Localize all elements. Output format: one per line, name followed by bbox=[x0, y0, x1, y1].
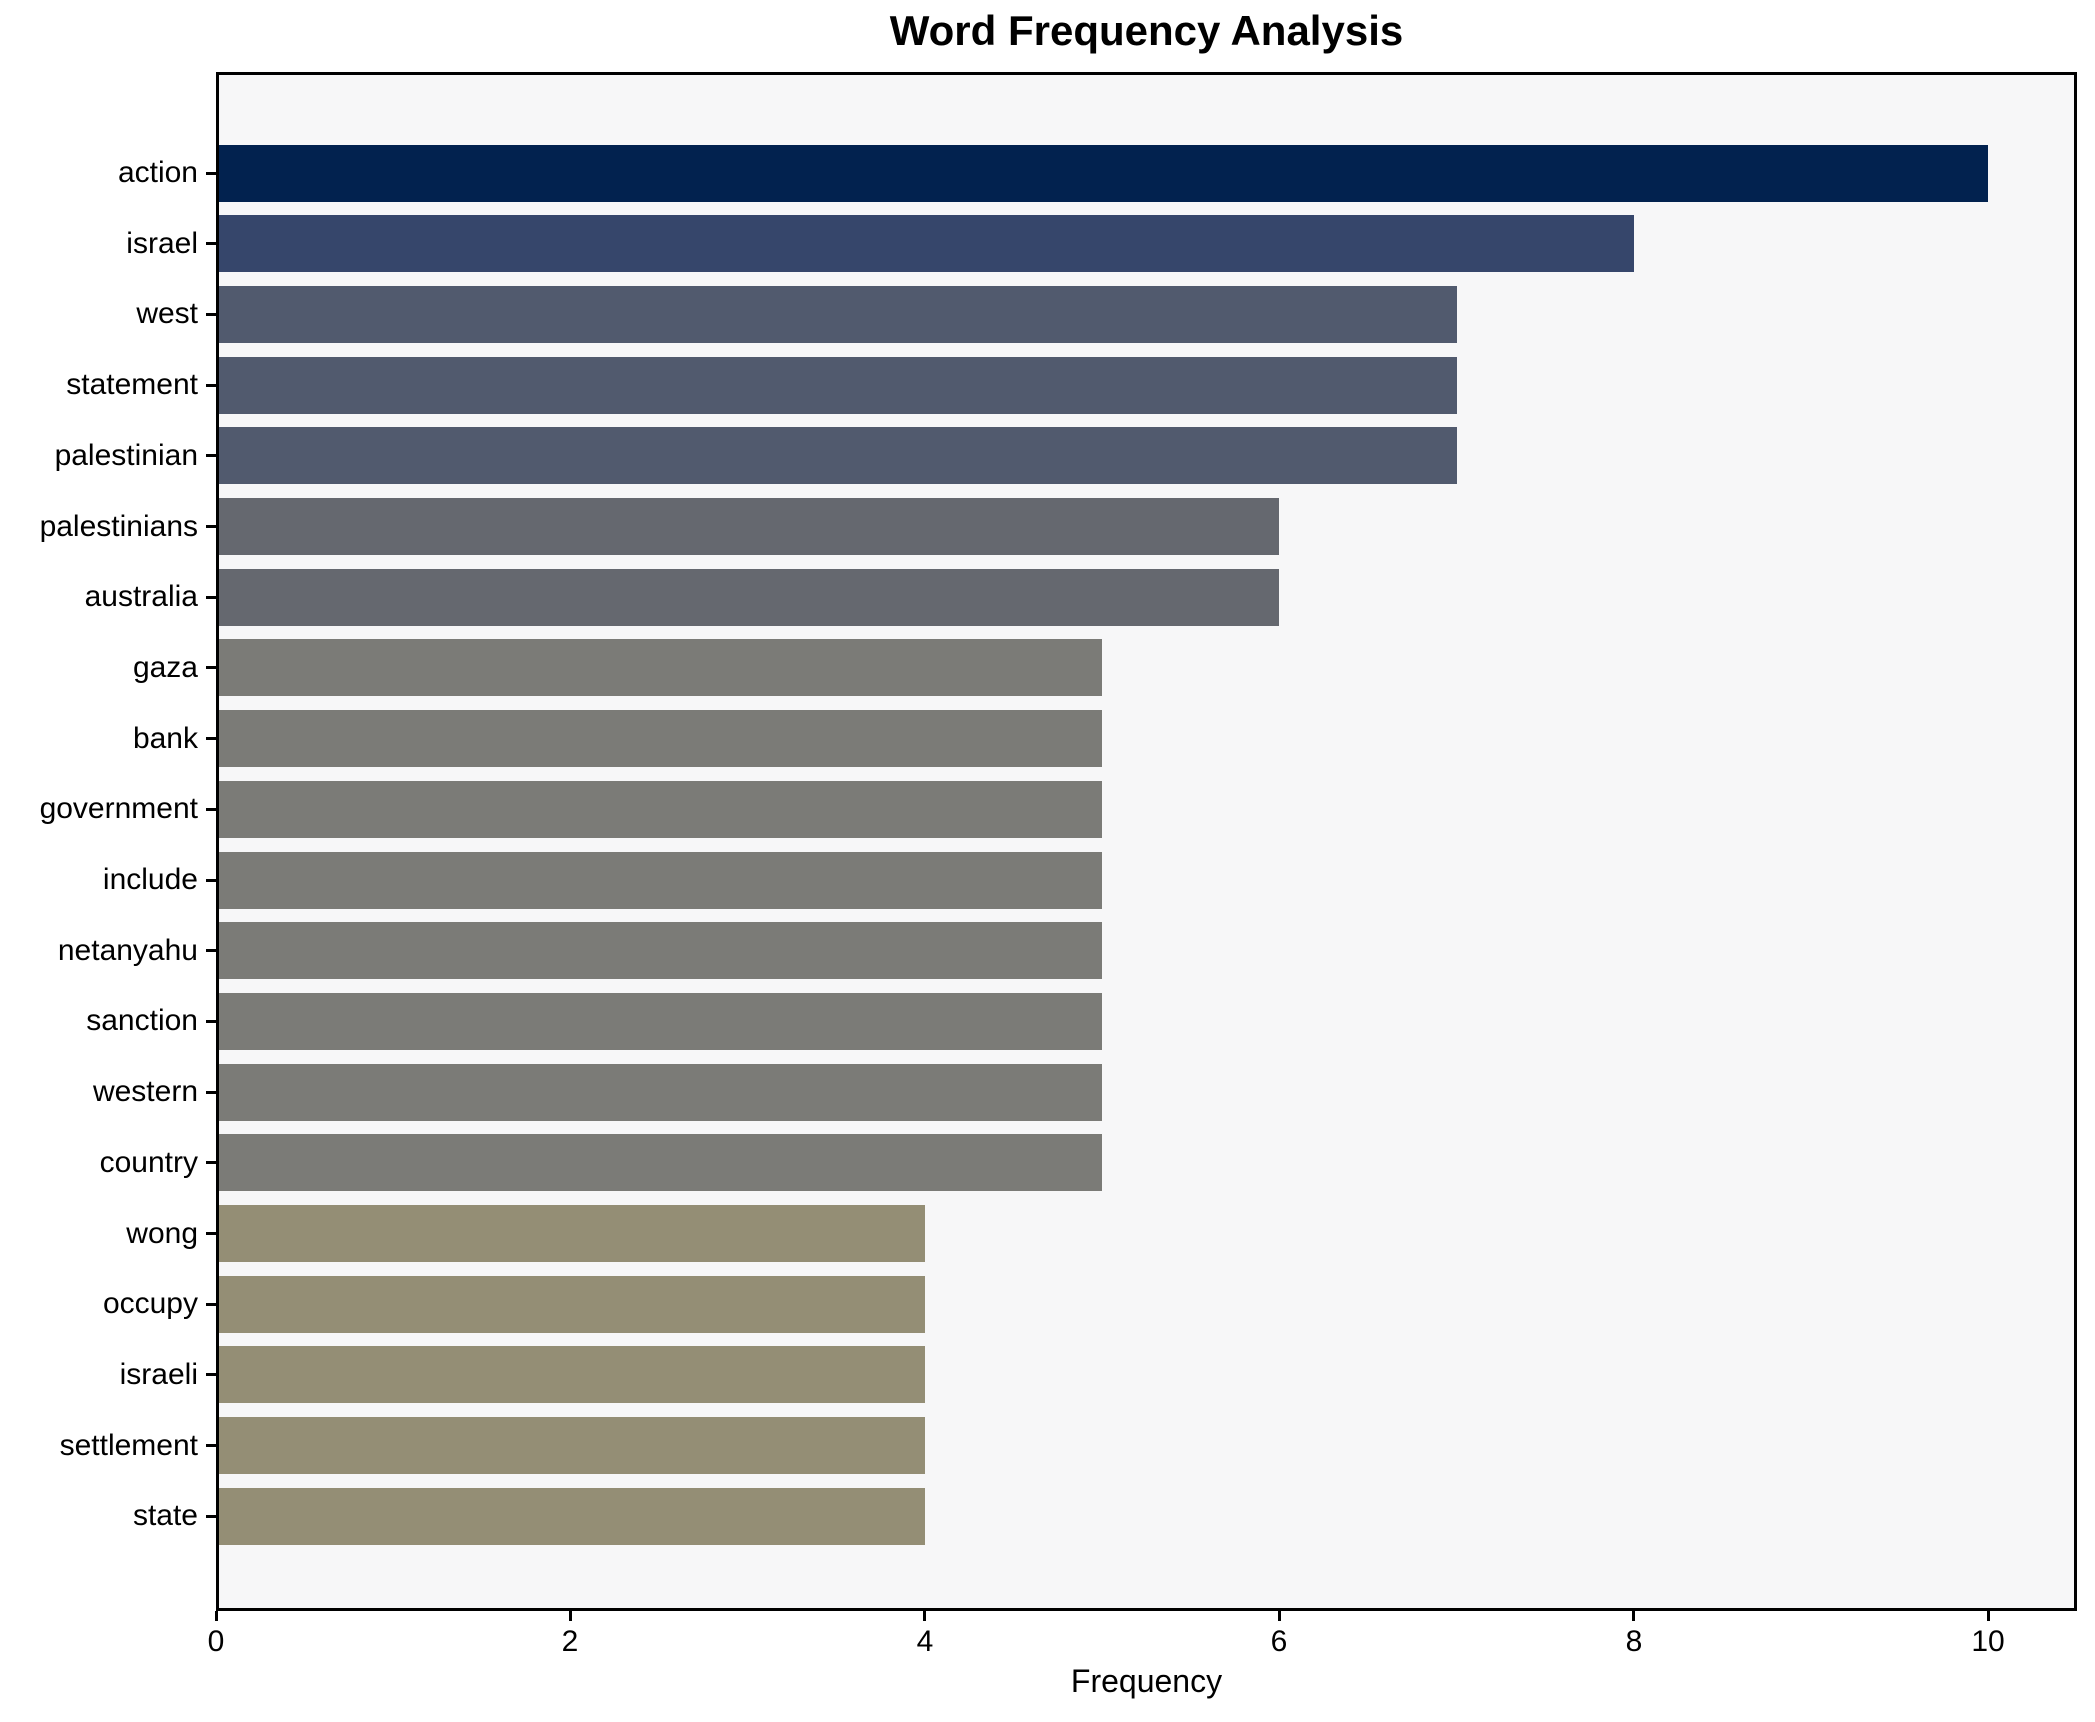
y-tick-label-netanyahu: netanyahu bbox=[57, 934, 198, 967]
bar-country bbox=[216, 1134, 1103, 1191]
y-tick-mark-government bbox=[206, 808, 216, 811]
y-tick-mark-settlement bbox=[206, 1444, 216, 1447]
x-tick-mark-2 bbox=[569, 1611, 572, 1621]
bar-western bbox=[216, 1064, 1103, 1121]
bar-west bbox=[216, 286, 1457, 343]
bar-sanction bbox=[216, 993, 1103, 1050]
bar-state bbox=[216, 1488, 925, 1545]
y-tick-label-gaza: gaza bbox=[132, 651, 198, 684]
x-tick-label-2: 2 bbox=[561, 1625, 579, 1658]
y-tick-mark-include bbox=[206, 879, 216, 882]
y-tick-mark-australia bbox=[206, 596, 216, 599]
y-tick-mark-state bbox=[206, 1515, 216, 1518]
y-tick-label-bank: bank bbox=[132, 722, 198, 755]
y-tick-mark-palestinians bbox=[206, 525, 216, 528]
y-tick-label-israel: israel bbox=[126, 227, 198, 260]
bar-palestinians bbox=[216, 498, 1280, 555]
y-tick-label-wong: wong bbox=[126, 1217, 198, 1250]
bar-occupy bbox=[216, 1276, 925, 1333]
x-tick-mark-6 bbox=[1278, 1611, 1281, 1621]
chart-title: Word Frequency Analysis bbox=[889, 7, 1404, 54]
x-tick-mark-10 bbox=[1987, 1611, 1990, 1621]
y-tick-mark-netanyahu bbox=[206, 949, 216, 952]
x-tick-mark-8 bbox=[1632, 1611, 1635, 1621]
x-tick-label-6: 6 bbox=[1270, 1625, 1288, 1658]
y-tick-label-sanction: sanction bbox=[86, 1004, 198, 1037]
bar-bank bbox=[216, 710, 1103, 767]
x-tick-label-0: 0 bbox=[207, 1625, 225, 1658]
y-tick-label-west: west bbox=[136, 297, 198, 330]
bar-palestinian bbox=[216, 427, 1457, 484]
y-tick-mark-statement bbox=[206, 384, 216, 387]
y-tick-label-country: country bbox=[99, 1146, 198, 1179]
y-tick-mark-wong bbox=[206, 1232, 216, 1235]
y-tick-label-australia: australia bbox=[84, 580, 198, 613]
y-tick-mark-sanction bbox=[206, 1020, 216, 1023]
y-tick-mark-gaza bbox=[206, 666, 216, 669]
bar-wong bbox=[216, 1205, 925, 1262]
bar-gaza bbox=[216, 639, 1103, 696]
y-tick-label-action: action bbox=[117, 156, 198, 189]
y-tick-label-statement: statement bbox=[66, 368, 198, 401]
y-tick-label-government: government bbox=[39, 792, 198, 825]
x-tick-mark-4 bbox=[923, 1611, 926, 1621]
bar-israel bbox=[216, 215, 1634, 272]
bar-netanyahu bbox=[216, 922, 1103, 979]
y-tick-mark-action bbox=[206, 172, 216, 175]
bar-settlement bbox=[216, 1417, 925, 1474]
y-tick-mark-west bbox=[206, 313, 216, 316]
y-tick-label-western: western bbox=[92, 1075, 198, 1108]
y-tick-mark-country bbox=[206, 1161, 216, 1164]
y-tick-label-state: state bbox=[132, 1499, 198, 1532]
y-tick-label-palestinians: palestinians bbox=[39, 510, 198, 543]
x-tick-label-8: 8 bbox=[1625, 1625, 1643, 1658]
y-tick-mark-palestinian bbox=[206, 454, 216, 457]
x-tick-label-4: 4 bbox=[916, 1625, 934, 1658]
bar-action bbox=[216, 145, 1989, 202]
bar-statement bbox=[216, 357, 1457, 414]
bar-australia bbox=[216, 569, 1280, 626]
x-tick-mark-0 bbox=[215, 1611, 218, 1621]
x-axis-label: Frequency bbox=[1070, 1663, 1223, 1699]
y-tick-label-settlement: settlement bbox=[59, 1429, 198, 1462]
y-tick-mark-western bbox=[206, 1091, 216, 1094]
bar-government bbox=[216, 781, 1103, 838]
bar-israeli bbox=[216, 1346, 925, 1403]
y-tick-label-include: include bbox=[102, 863, 198, 896]
y-tick-label-occupy: occupy bbox=[102, 1287, 198, 1320]
y-tick-label-israeli: israeli bbox=[119, 1358, 198, 1391]
x-tick-label-10: 10 bbox=[1971, 1625, 2005, 1658]
y-tick-mark-israeli bbox=[206, 1373, 216, 1376]
y-tick-mark-occupy bbox=[206, 1303, 216, 1306]
bar-include bbox=[216, 852, 1103, 909]
y-tick-mark-israel bbox=[206, 242, 216, 245]
y-tick-label-palestinian: palestinian bbox=[54, 439, 198, 472]
plot-area bbox=[216, 72, 2077, 1611]
y-tick-mark-bank bbox=[206, 737, 216, 740]
